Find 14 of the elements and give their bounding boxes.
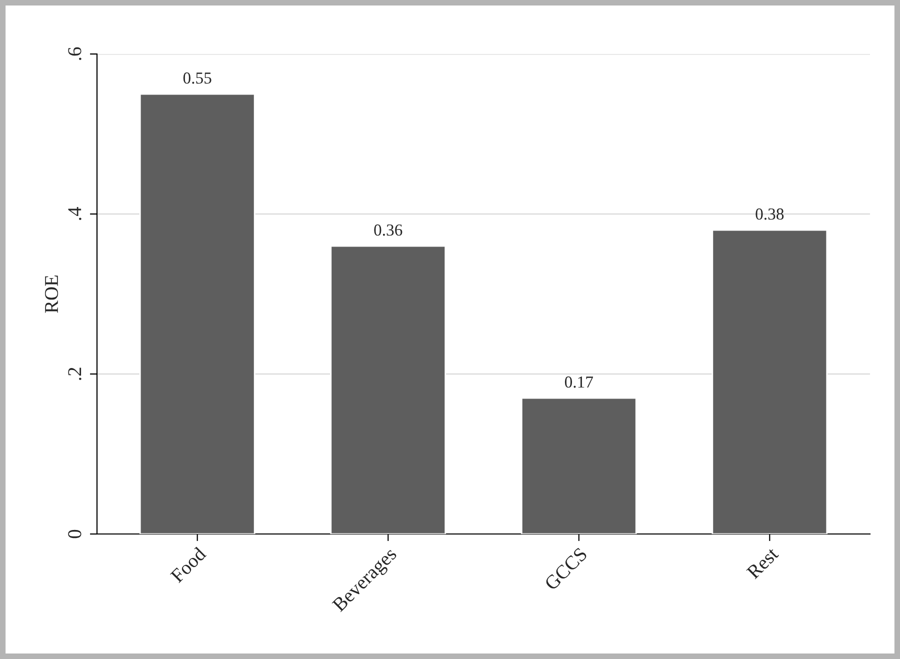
- y-tick-label: 0: [68, 530, 82, 538]
- data-label: 0.38: [756, 208, 784, 220]
- bar: [520, 397, 637, 534]
- y-tick-label: .4: [68, 207, 82, 220]
- y-axis-title: ROE: [44, 276, 58, 313]
- y-tick-label: .6: [68, 47, 82, 60]
- data-label: 0.55: [183, 72, 212, 84]
- bar: [330, 245, 446, 534]
- y-tick-label: .2: [68, 368, 82, 380]
- data-label: 0.36: [374, 224, 402, 236]
- bar: [712, 229, 828, 534]
- x-tick-label: Rest: [746, 546, 780, 580]
- data-label: 0.17: [564, 376, 593, 388]
- bar: [139, 93, 256, 534]
